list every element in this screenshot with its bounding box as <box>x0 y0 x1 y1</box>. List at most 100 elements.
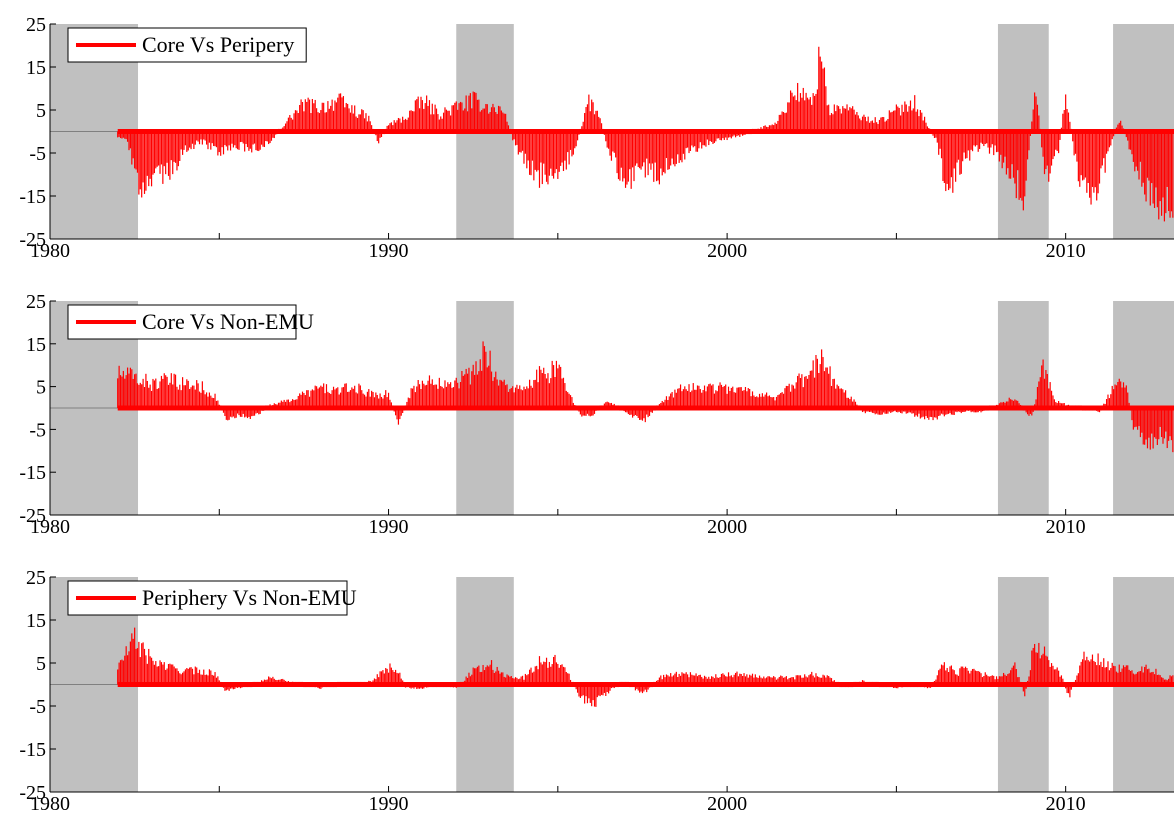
data-bar <box>159 660 161 685</box>
data-bar <box>986 131 988 144</box>
data-bar <box>135 648 137 685</box>
data-bar <box>605 402 607 408</box>
data-bar <box>715 390 717 408</box>
data-bar <box>452 105 455 132</box>
data-bar <box>952 408 954 415</box>
data-bar <box>506 384 508 408</box>
data-bar <box>819 364 821 408</box>
data-bar <box>749 388 751 408</box>
data-bar <box>689 131 692 151</box>
data-bar <box>1144 131 1146 195</box>
data-bar <box>994 679 996 685</box>
data-bar <box>713 678 716 685</box>
data-bar <box>197 672 199 685</box>
data-bar <box>485 351 487 408</box>
data-bar <box>201 381 203 408</box>
data-bar <box>479 671 481 685</box>
data-bar <box>684 386 686 408</box>
data-bar <box>145 131 147 191</box>
data-bar <box>702 131 704 146</box>
data-bar <box>142 378 144 408</box>
data-bar <box>222 131 225 155</box>
data-bar <box>1012 665 1015 685</box>
data-bar <box>387 672 390 685</box>
data-bar <box>1090 659 1092 685</box>
data-bar <box>476 99 479 132</box>
data-bar <box>554 376 556 408</box>
data-bar <box>964 666 967 685</box>
data-bar <box>1034 92 1036 132</box>
data-bar <box>608 684 610 694</box>
data-bar <box>205 674 208 685</box>
data-bar <box>1163 408 1166 439</box>
data-bar <box>458 103 460 132</box>
data-bar <box>681 672 683 685</box>
data-bar <box>688 384 690 408</box>
data-bar <box>239 131 242 143</box>
data-bar <box>1041 655 1043 685</box>
data-bar <box>774 122 776 132</box>
data-bar <box>801 97 803 132</box>
data-bar <box>313 103 315 132</box>
data-bar <box>812 360 814 408</box>
data-bar <box>603 684 605 693</box>
data-bar <box>842 106 844 132</box>
data-bar <box>378 398 380 408</box>
data-bar <box>743 673 745 685</box>
data-bar <box>330 393 332 408</box>
data-bar <box>940 664 943 685</box>
data-bar <box>822 357 824 408</box>
data-bar <box>960 666 962 685</box>
data-bar <box>534 379 536 408</box>
data-bar <box>767 396 769 408</box>
data-bar <box>1104 131 1106 173</box>
data-bar <box>505 385 507 408</box>
data-bar <box>1127 131 1129 141</box>
data-bar <box>488 666 490 685</box>
data-bar <box>512 131 514 141</box>
data-bar <box>1121 387 1123 408</box>
data-bar <box>1026 131 1029 160</box>
data-bar <box>952 131 954 193</box>
data-bar <box>767 676 769 685</box>
data-bar <box>682 673 684 685</box>
data-bar <box>1166 131 1168 187</box>
data-bar <box>716 131 718 139</box>
data-bar <box>606 131 608 148</box>
data-bar <box>311 98 313 132</box>
data-bar <box>788 678 790 685</box>
data-bar <box>466 111 469 132</box>
data-bar <box>380 131 383 138</box>
data-bar <box>687 131 689 148</box>
data-bar <box>505 113 507 132</box>
data-bar <box>146 663 148 685</box>
data-bar <box>331 390 333 408</box>
data-bar <box>448 110 450 132</box>
data-bar <box>634 131 637 166</box>
data-bar <box>184 131 187 146</box>
data-bar <box>399 672 401 685</box>
data-bar <box>317 112 319 132</box>
data-bar <box>860 120 862 132</box>
data-bar <box>380 671 383 685</box>
y-tick-label: 5 <box>36 377 46 399</box>
data-bar <box>265 131 267 142</box>
data-bar <box>1158 674 1160 685</box>
data-bar <box>414 100 416 132</box>
data-bar <box>297 113 299 132</box>
data-bar <box>255 131 257 151</box>
data-bar <box>797 675 799 685</box>
data-bar <box>136 383 139 408</box>
data-bar <box>1169 408 1171 437</box>
data-bar <box>1001 402 1003 408</box>
data-bar <box>591 684 593 707</box>
data-bar <box>390 667 392 685</box>
data-bar <box>1029 408 1031 414</box>
data-bar <box>761 678 763 685</box>
data-bar <box>201 674 203 685</box>
data-bar <box>395 669 397 685</box>
data-bar <box>582 684 584 696</box>
data-bar <box>294 110 297 132</box>
data-bar <box>1058 131 1060 154</box>
data-bar <box>259 131 261 150</box>
